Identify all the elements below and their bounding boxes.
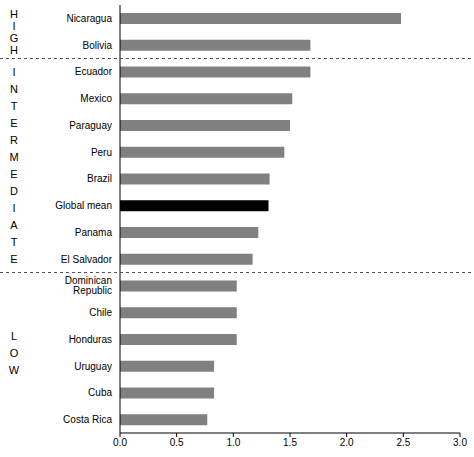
svg-text:T: T [11, 100, 18, 112]
svg-text:2.0: 2.0 [340, 437, 354, 448]
svg-text:M: M [9, 151, 18, 163]
svg-text:Mexico: Mexico [80, 93, 112, 104]
svg-text:E: E [10, 253, 17, 265]
svg-text:Ecuador: Ecuador [75, 66, 113, 77]
svg-text:E: E [10, 168, 17, 180]
svg-text:A: A [10, 219, 18, 231]
svg-text:H: H [10, 8, 18, 20]
svg-text:H: H [10, 44, 18, 56]
svg-text:T: T [11, 236, 18, 248]
svg-text:I: I [12, 20, 15, 32]
svg-text:Brazil: Brazil [87, 173, 112, 184]
svg-text:Chile: Chile [89, 307, 112, 318]
svg-text:0.0: 0.0 [113, 437, 127, 448]
svg-text:W: W [9, 364, 20, 376]
svg-text:1.0: 1.0 [226, 437, 240, 448]
svg-text:Peru: Peru [91, 147, 112, 158]
svg-text:Honduras: Honduras [69, 334, 112, 345]
svg-text:L: L [11, 330, 17, 342]
svg-text:Paraguay: Paraguay [69, 120, 112, 131]
svg-text:Cuba: Cuba [88, 387, 112, 398]
svg-text:El Salvador: El Salvador [61, 254, 113, 265]
svg-text:G: G [10, 32, 19, 44]
svg-text:E: E [10, 117, 17, 129]
svg-text:DominicanRepublic: DominicanRepublic [65, 275, 112, 296]
svg-text:I: I [12, 66, 15, 78]
svg-text:0.5: 0.5 [170, 437, 184, 448]
svg-text:Uruguay: Uruguay [74, 361, 112, 372]
svg-text:I: I [12, 202, 15, 214]
svg-text:Nicaragua: Nicaragua [66, 13, 112, 24]
svg-text:3.0: 3.0 [453, 437, 466, 448]
svg-text:Panama: Panama [75, 227, 113, 238]
svg-text:O: O [10, 347, 19, 359]
svg-text:1.5: 1.5 [283, 437, 297, 448]
svg-text:R: R [10, 134, 18, 146]
svg-text:N: N [10, 83, 18, 95]
svg-text:Global mean: Global mean [55, 200, 112, 211]
svg-text:2.5: 2.5 [396, 437, 410, 448]
svg-text:Costa Rica: Costa Rica [63, 414, 112, 425]
svg-text:Bolivia: Bolivia [83, 40, 113, 51]
svg-text:D: D [10, 185, 18, 197]
